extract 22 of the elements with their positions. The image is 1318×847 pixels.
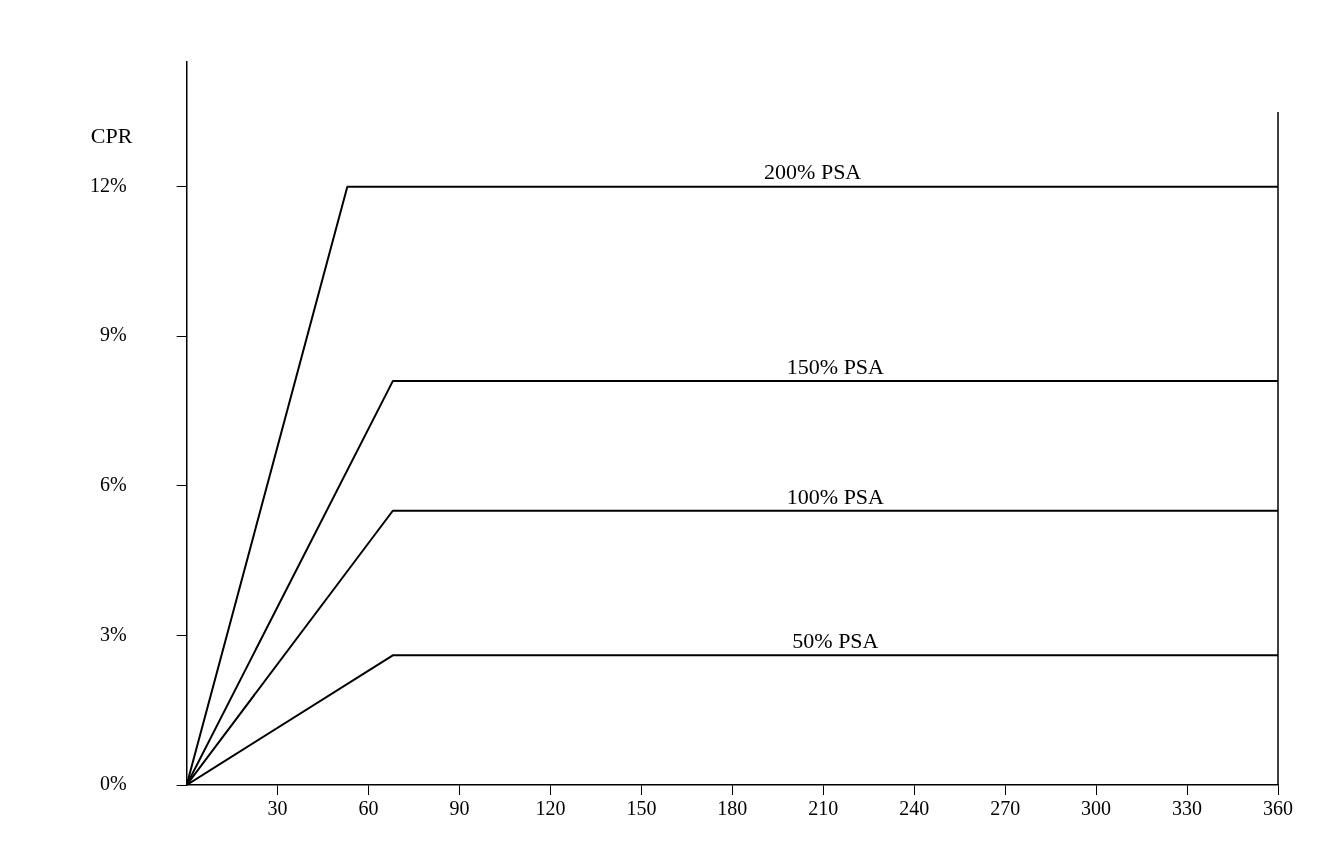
x-tick-label: 270 [990, 797, 1021, 820]
series-label: 100% PSA [786, 483, 885, 509]
x-tick-label: 180 [717, 797, 748, 820]
y-tick-label: 0% [99, 772, 127, 795]
x-tick-label: 360 [1263, 797, 1293, 820]
y-tick-label: 9% [99, 323, 127, 346]
x-tick-label: 150 [626, 797, 657, 820]
series-label: 50% PSA [792, 628, 879, 654]
x-tick-label: 120 [535, 797, 566, 820]
y-tick-label: 12% [89, 173, 127, 196]
y-axis-title: CPR [90, 122, 133, 148]
series-label: 150% PSA [786, 353, 885, 379]
x-tick-label: 30 [267, 797, 288, 820]
series-label: 200% PSA [764, 159, 862, 185]
x-tick-label: 240 [899, 797, 930, 820]
y-tick-label: 6% [99, 473, 127, 496]
x-tick-label: 60 [358, 797, 379, 820]
x-tick-label: 330 [1172, 797, 1203, 820]
x-tick-label: 300 [1081, 797, 1112, 820]
y-tick-label: 3% [99, 622, 127, 645]
x-tick-label: 210 [808, 797, 839, 820]
x-tick-label: 90 [449, 797, 470, 820]
